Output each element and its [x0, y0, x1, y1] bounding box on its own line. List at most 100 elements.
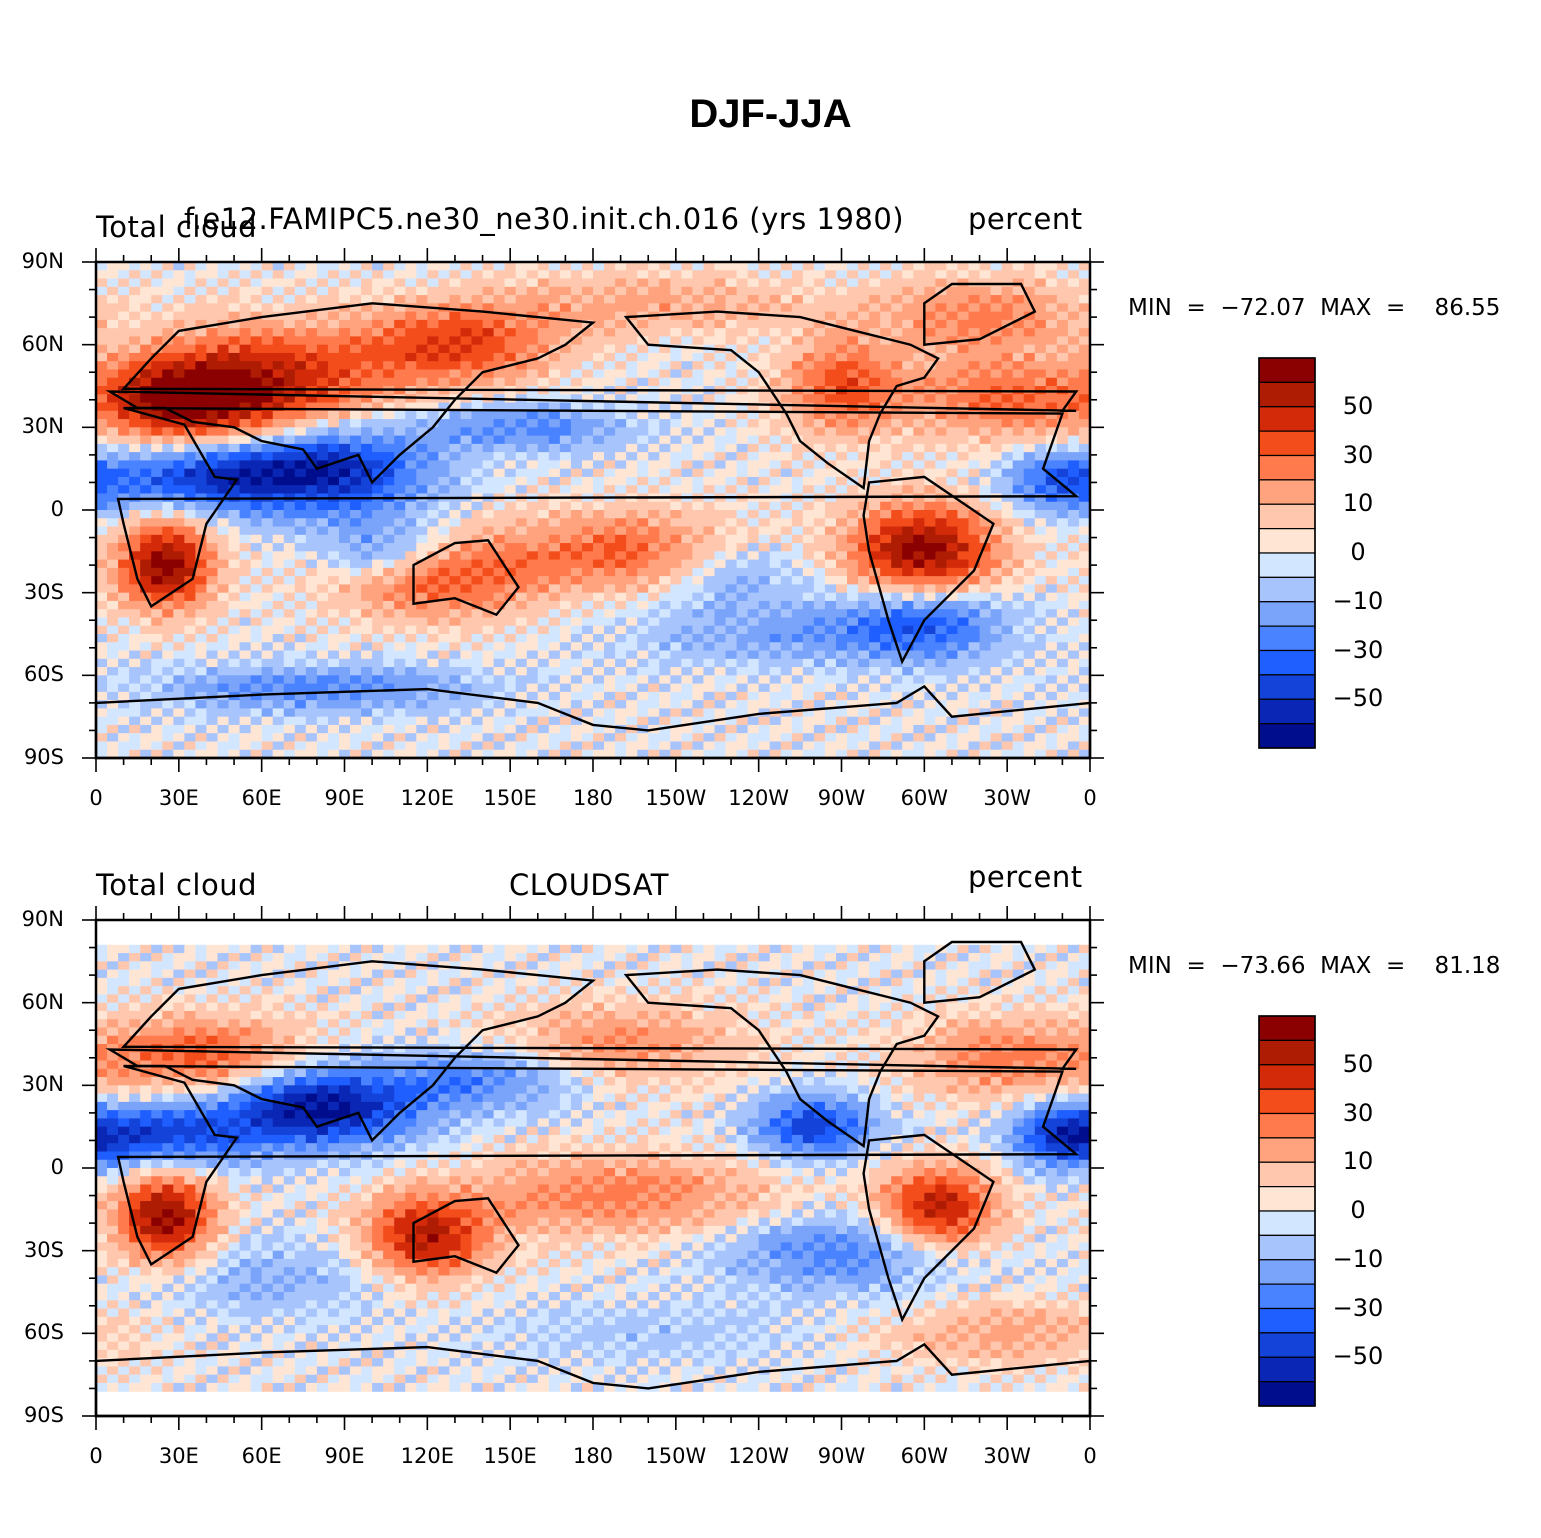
map-cell — [835, 262, 848, 271]
map-cell — [250, 642, 263, 652]
map-cell — [780, 303, 793, 313]
map-cell — [880, 369, 892, 379]
map-cell — [847, 700, 859, 709]
map-cell — [250, 551, 263, 561]
map-cell — [681, 410, 693, 420]
map-cell — [1078, 493, 1091, 503]
map-cell — [604, 352, 616, 362]
map-cell — [1078, 377, 1091, 387]
map-cell — [858, 634, 870, 643]
map-cell — [140, 691, 152, 701]
map-cell — [626, 369, 638, 379]
map-cell — [482, 567, 495, 577]
map-cell — [96, 352, 108, 362]
map-cell — [835, 394, 848, 404]
map-cell — [372, 361, 384, 371]
map-cell — [659, 600, 671, 610]
map-cell — [835, 361, 848, 371]
map-cell — [1067, 501, 1080, 511]
map-cell — [1001, 311, 1014, 321]
map-cell — [769, 700, 782, 709]
map-cell — [195, 642, 208, 652]
map-cell — [1012, 667, 1025, 676]
map-cell — [615, 609, 627, 619]
map-cell — [96, 658, 108, 668]
map-cell — [537, 658, 550, 668]
map-cell — [107, 311, 119, 321]
map-cell — [1045, 410, 1058, 420]
map-cell — [294, 510, 307, 519]
map-cell — [427, 667, 439, 676]
map-cell — [526, 361, 539, 371]
map-cell — [438, 460, 451, 470]
map-cell — [736, 452, 749, 461]
map-cell — [1034, 410, 1047, 420]
map-cell — [416, 683, 428, 693]
map-cell — [537, 344, 550, 354]
map-cell — [935, 567, 948, 577]
map-cell — [405, 559, 417, 569]
map-cell — [659, 262, 671, 271]
map-cell — [1045, 278, 1058, 288]
map-cell — [1056, 394, 1069, 404]
map-cell — [813, 311, 826, 321]
map-cell — [338, 708, 351, 718]
map-cell — [305, 526, 318, 536]
map-cell — [990, 361, 1003, 371]
map-cell — [979, 311, 992, 321]
map-cell — [129, 262, 141, 271]
map-cell — [239, 485, 252, 495]
map-cell — [471, 286, 484, 296]
map-cell — [239, 435, 252, 445]
map-cell — [1045, 667, 1058, 676]
map-cell — [239, 609, 252, 619]
map-cell — [1001, 700, 1014, 709]
map-cell — [813, 270, 826, 280]
map-cell — [604, 559, 616, 569]
map-cell — [173, 576, 185, 585]
map-cell — [372, 625, 384, 635]
map-cell — [769, 319, 782, 329]
map-cell — [835, 443, 848, 453]
map-cell — [173, 675, 185, 685]
map-cell — [990, 377, 1003, 387]
map-cell — [847, 559, 859, 569]
map-cell — [1056, 435, 1069, 445]
map-cell — [338, 559, 351, 569]
map-cell — [1023, 361, 1036, 371]
map-cell — [659, 468, 671, 478]
map-cell — [250, 262, 263, 271]
map-cell — [880, 650, 892, 660]
map-cell — [924, 443, 936, 453]
map-cell — [946, 543, 959, 552]
map-cell — [338, 319, 351, 329]
map-cell — [96, 700, 108, 709]
map-cell — [394, 278, 406, 288]
map-cell — [316, 361, 329, 371]
map-cell — [129, 386, 141, 395]
map-cell — [824, 443, 837, 453]
map-cell — [681, 543, 693, 552]
map-cell — [118, 675, 130, 685]
map-cell — [692, 675, 705, 685]
map-cell — [946, 700, 959, 709]
map-cell — [637, 468, 649, 478]
map-cell — [604, 526, 616, 536]
map-cell — [581, 675, 594, 685]
map-cell — [482, 328, 495, 337]
map-cell — [802, 526, 815, 536]
map-cell — [217, 352, 230, 362]
map-cell — [968, 311, 981, 321]
map-cell — [416, 311, 428, 321]
map-cell — [327, 352, 340, 362]
map-cell — [151, 617, 163, 627]
map-cell — [140, 476, 152, 486]
map-cell — [1056, 551, 1069, 561]
map-cell — [714, 683, 727, 693]
map-cell — [272, 609, 285, 619]
map-cell — [383, 700, 395, 709]
map-cell — [780, 691, 793, 701]
map-cell — [835, 592, 848, 602]
map-cell — [769, 476, 782, 486]
map-cell — [195, 328, 208, 337]
